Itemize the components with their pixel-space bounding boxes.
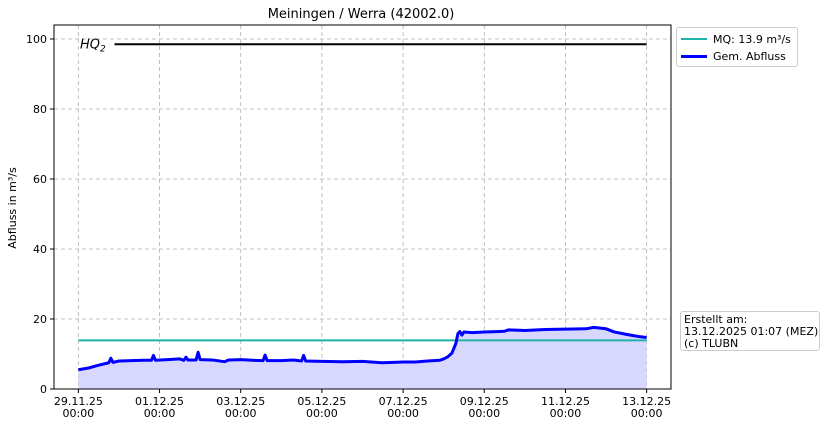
legend-item-mq: MQ: 13.9 m³/s xyxy=(681,31,791,47)
x-tick-label-date: 05.12.25 xyxy=(297,395,346,408)
x-tick-label-time: 00:00 xyxy=(387,407,419,420)
x-tick-label-time: 00:00 xyxy=(306,407,338,420)
discharge-area-fill xyxy=(78,327,647,389)
x-tick-label-date: 29.11.25 xyxy=(54,395,103,408)
x-tick-label-time: 00:00 xyxy=(63,407,95,420)
info-copyright: (c) TLUBN xyxy=(684,337,739,350)
x-tick-label-time: 00:00 xyxy=(550,407,582,420)
legend: MQ: 13.9 m³/s Gem. Abfluss xyxy=(676,27,798,67)
x-tick-label-time: 00:00 xyxy=(468,407,500,420)
x-tick-label-time: 00:00 xyxy=(631,407,663,420)
legend-label-mq: MQ: 13.9 m³/s xyxy=(713,32,791,46)
y-tick-label: 20 xyxy=(33,313,47,326)
x-tick-label-date: 03.12.25 xyxy=(216,395,265,408)
y-tick-label: 100 xyxy=(26,33,47,46)
hq2-label: HQ2 xyxy=(80,37,106,54)
x-tick-label-date: 11.12.25 xyxy=(541,395,590,408)
axes-frame xyxy=(53,24,672,390)
chart-title: Meiningen / Werra (42002.0) xyxy=(268,7,455,22)
y-tick-label: 40 xyxy=(33,243,47,256)
info-created-timestamp: 13.12.2025 01:07 (MEZ) xyxy=(684,325,819,338)
info-created-label: Erstellt am: xyxy=(684,313,748,326)
legend-label-discharge: Gem. Abfluss xyxy=(713,49,786,63)
plot-area: HQ202040608010029.11.2500:0001.12.2500:0… xyxy=(26,24,672,420)
y-tick-label: 80 xyxy=(33,103,47,116)
y-axis-label: Abfluss in m³/s xyxy=(6,167,19,249)
info-box: Erstellt am: 13.12.2025 01:07 (MEZ) (c) … xyxy=(680,311,820,351)
x-tick-label-date: 01.12.25 xyxy=(135,395,184,408)
discharge-line xyxy=(78,325,647,372)
legend-swatch-discharge xyxy=(681,54,707,58)
legend-swatch-mq xyxy=(681,38,707,40)
x-tick-label-time: 00:00 xyxy=(225,407,257,420)
legend-item-discharge: Gem. Abfluss xyxy=(681,48,786,64)
x-tick-label-date: 07.12.25 xyxy=(379,395,428,408)
y-tick-label: 60 xyxy=(33,173,47,186)
y-tick-label: 0 xyxy=(40,383,47,396)
x-tick-label-date: 09.12.25 xyxy=(460,395,509,408)
hq2-label-subscript: 2 xyxy=(100,44,106,54)
x-tick-label-date: 13.12.25 xyxy=(622,395,671,408)
x-tick-label-time: 00:00 xyxy=(144,407,176,420)
